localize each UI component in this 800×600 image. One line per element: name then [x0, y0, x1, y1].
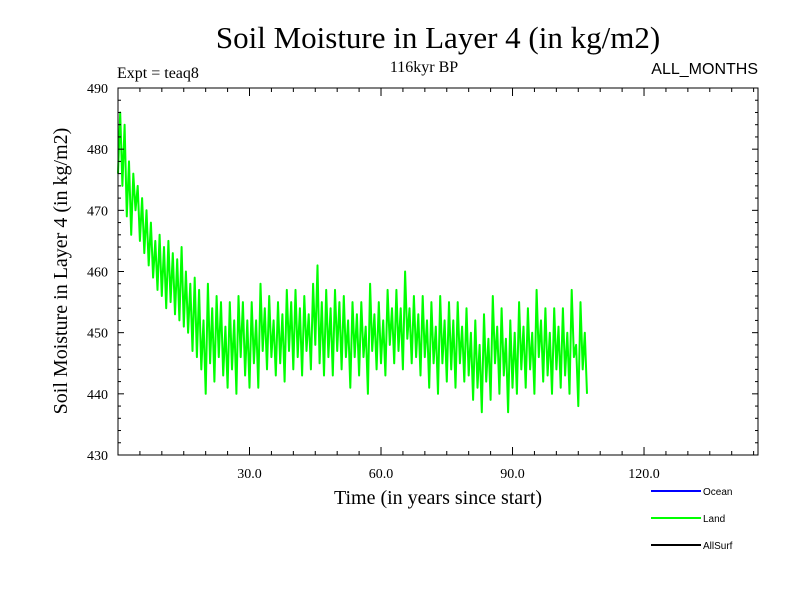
chart-title: Soil Moisture in Layer 4 (in kg/m2) — [216, 20, 660, 55]
x-axis-label: Time (in years since start) — [334, 487, 542, 509]
land-series-line — [117, 111, 588, 414]
y-tick-label: 440 — [87, 388, 108, 403]
y-tick-label: 470 — [87, 204, 108, 219]
legend-label-ocean: Ocean — [703, 487, 732, 498]
y-tick-label: 480 — [87, 143, 108, 158]
x-axis: 30.0 60.0 90.0 120.0 — [139, 88, 755, 482]
plot-area — [117, 87, 759, 456]
y-axis-label: Soil Moisture in Layer 4 (in kg/m2) — [50, 128, 72, 415]
months-label: ALL_MONTHS — [651, 61, 758, 78]
legend-label-land: Land — [703, 514, 725, 525]
y-tick-label: 450 — [87, 327, 108, 342]
period-label: 116kyr BP — [390, 59, 458, 76]
experiment-label: Expt = teaq8 — [117, 65, 199, 82]
y-tick-label: 460 — [87, 266, 108, 281]
x-tick-label: 60.0 — [369, 467, 394, 482]
legend: Ocean Land AllSurf — [651, 487, 733, 552]
y-tick-label: 490 — [87, 82, 108, 97]
x-tick-label: 30.0 — [237, 467, 262, 482]
y-tick-label: 430 — [87, 449, 108, 464]
y-axis: 430 440 450 460 470 480 490 — [87, 82, 758, 464]
x-tick-label: 90.0 — [500, 467, 525, 482]
x-tick-label: 120.0 — [628, 467, 660, 482]
series-line-land — [117, 111, 588, 414]
plot-frame — [117, 87, 759, 456]
legend-label-allsurf: AllSurf — [703, 541, 733, 552]
